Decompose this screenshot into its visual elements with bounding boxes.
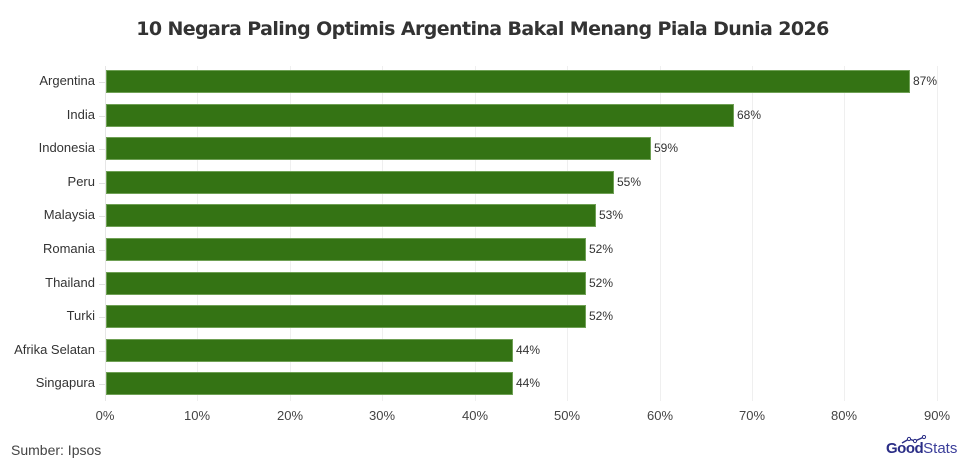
x-tick-label: 40% (461, 408, 489, 423)
category-tick (99, 351, 105, 352)
category-label: Malaysia (43, 207, 95, 222)
category-tick (99, 384, 105, 385)
gridline (290, 66, 291, 401)
value-label: 52% (589, 242, 614, 256)
x-tick-label: 80% (830, 408, 858, 423)
bar (106, 137, 651, 160)
category-tick (99, 284, 105, 285)
logo-text-stats: Stats (923, 440, 958, 457)
category-label: Afrika Selatan (14, 342, 95, 357)
category-tick (99, 183, 105, 184)
category-label: Indonesia (38, 140, 95, 155)
logo-text-good: Good (886, 440, 924, 457)
gridline (197, 66, 198, 401)
value-label: 87% (913, 74, 938, 88)
bar (106, 372, 513, 395)
category-label: Turki (66, 308, 95, 323)
x-tick-label: 50% (553, 408, 581, 423)
gridline (475, 66, 476, 401)
category-label: India (66, 107, 95, 122)
gridline (752, 66, 753, 401)
category-tick (99, 82, 105, 83)
bar (106, 272, 586, 295)
category-label: Singapura (35, 375, 95, 390)
category-label: Romania (42, 241, 95, 256)
bar (106, 70, 910, 93)
x-tick-label: 20% (276, 408, 304, 423)
goodstats-logo: GoodStats (886, 435, 958, 457)
category-tick (99, 216, 105, 217)
source-note: Sumber: Ipsos (11, 442, 102, 458)
bar (106, 339, 513, 362)
x-tick-label: 10% (183, 408, 211, 423)
value-label: 53% (599, 208, 624, 222)
category-label: Argentina (39, 73, 95, 88)
gridline (937, 66, 938, 401)
value-label: 52% (589, 309, 614, 323)
value-label: 44% (516, 343, 541, 357)
gridline (567, 66, 568, 401)
value-label: 55% (617, 175, 642, 189)
x-tick-label: 90% (923, 408, 951, 423)
category-tick (99, 116, 105, 117)
category-label: Peru (67, 174, 95, 189)
category-tick (99, 317, 105, 318)
bar (106, 171, 614, 194)
value-label: 59% (654, 141, 679, 155)
chart-title: 10 Negara Paling Optimis Argentina Bakal… (136, 18, 829, 40)
bar (106, 305, 586, 328)
x-tick-label: 70% (738, 408, 766, 423)
y-axis-line (105, 66, 106, 401)
gridline (382, 66, 383, 401)
category-tick (99, 250, 105, 251)
bar (106, 104, 734, 127)
x-tick-label: 0% (95, 408, 115, 423)
trend-line-icon (901, 435, 927, 444)
gridline (844, 66, 845, 401)
bar (106, 238, 586, 261)
value-label: 68% (737, 108, 762, 122)
x-tick-label: 60% (646, 408, 674, 423)
gridline (660, 66, 661, 401)
value-label: 52% (589, 276, 614, 290)
bar (106, 204, 596, 227)
value-label: 44% (516, 376, 541, 390)
category-tick (99, 149, 105, 150)
category-label: Thailand (45, 275, 95, 290)
x-tick-label: 30% (368, 408, 396, 423)
